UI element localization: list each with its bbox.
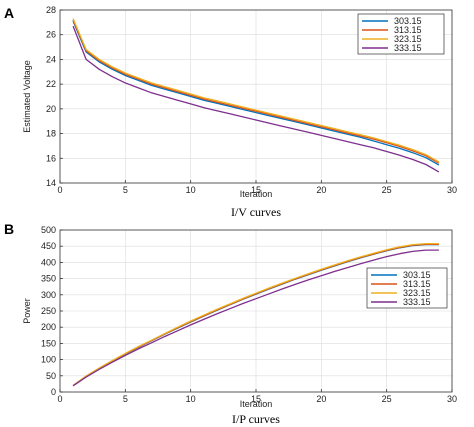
panel-b-x-tick-label: 20 — [316, 394, 326, 404]
panel-b-x-tick-label: 0 — [57, 394, 62, 404]
panel-a-x-tick-label: 25 — [382, 185, 392, 195]
panel-a-series-line-303-15 — [72, 20, 440, 166]
panel-b-legend-label-313-15: 313.15 — [403, 279, 431, 289]
panel-b-series-line-333-15 — [72, 249, 439, 387]
panel-a-x-tick-label: 10 — [186, 185, 196, 195]
panel-b-series — [72, 242, 439, 387]
panel-b-ticks: 0 5 10 15 20 25 300501001502002503003504004505… — [41, 225, 457, 404]
panel-a-x-tick-label: 15 — [251, 185, 261, 195]
panel-a-x-axis-label: Iteration — [240, 189, 273, 199]
panel-a-y-tick-label: 22 — [46, 79, 56, 89]
panel-b-y-tick-label: 350 — [41, 274, 56, 284]
panel-b-x-tick-label: 10 — [186, 394, 196, 404]
panel-a-y-tick-label: 14 — [46, 178, 56, 188]
panel-a-series-line-333-15 — [72, 25, 440, 173]
panel-b-gridlines — [59, 229, 453, 393]
panel-b-legend-label-303-15: 303.15 — [403, 270, 431, 280]
panel-a-x-tick-label: 30 — [447, 185, 457, 195]
panel-a-legend-label-323-15: 323.15 — [394, 34, 422, 44]
panel-a-legend-label-303-15: 303.15 — [394, 16, 422, 26]
panel-b-letter: B — [4, 221, 14, 237]
panel-a-y-tick-label: 18 — [46, 129, 56, 139]
chart-panel-b: B 0 5 10 15 20 25 3005010015020025030035040045… — [4, 221, 457, 426]
panel-b-y-tick-label: 250 — [41, 306, 56, 316]
panel-a-y-tick-label: 16 — [46, 153, 56, 163]
panel-a-y-tick-label: 28 — [46, 5, 56, 15]
panel-b-series-line-323-15 — [72, 242, 439, 387]
panel-b-y-tick-label: 400 — [41, 257, 56, 267]
panel-a-y-tick-label: 20 — [46, 104, 56, 114]
panel-b-x-tick-label: 30 — [447, 394, 457, 404]
panel-b-x-tick-label: 15 — [251, 394, 261, 404]
panel-a-letter: A — [4, 5, 14, 21]
panel-a-legend-label-313-15: 313.15 — [394, 25, 422, 35]
panel-b-y-tick-label: 450 — [41, 241, 56, 251]
panel-a-series-line-323-15 — [72, 18, 440, 163]
panel-b-x-tick-label: 25 — [382, 394, 392, 404]
panel-b-y-tick-label: 50 — [46, 371, 56, 381]
panel-b-legend-label-323-15: 323.15 — [403, 288, 431, 298]
panel-b-y-tick-label: 0 — [51, 387, 56, 397]
panel-a-series-line-313-15 — [72, 19, 440, 164]
panel-a-x-tick-label: 20 — [316, 185, 326, 195]
panel-a-y-axis-label: Estimated Voltage — [22, 60, 32, 133]
panel-a-x-tick-label: 5 — [123, 185, 128, 195]
panel-a-y-tick-label: 24 — [46, 54, 56, 64]
panel-b-y-tick-label: 300 — [41, 290, 56, 300]
panel-a-y-tick-label: 26 — [46, 30, 56, 40]
panel-b-y-tick-label: 100 — [41, 355, 56, 365]
panel-b-x-tick-label: 5 — [123, 394, 128, 404]
panel-a-legend-label-333-15: 333.15 — [394, 43, 422, 53]
panel-b-y-tick-label: 200 — [41, 322, 56, 332]
panel-b-y-tick-label: 500 — [41, 225, 56, 235]
panel-a-x-tick-label: 0 — [57, 185, 62, 195]
panel-b-x-axis-label: Iteration — [240, 399, 273, 409]
panel-a-caption: I/V curves — [231, 205, 281, 219]
panel-b-caption: I/P curves — [232, 412, 280, 426]
panel-b-legend-label-333-15: 333.15 — [403, 297, 431, 307]
chart-panel-a: A 0 5 10 15 20 25 30 14 16 18 20 22 24 26 28 Iteration… — [4, 5, 457, 219]
panel-a-ticks: 0 5 10 15 20 25 30 14 16 18 20 22 24 26 28 — [46, 5, 457, 195]
panel-b-y-tick-label: 150 — [41, 338, 56, 348]
panel-b-y-axis-label: Power — [22, 298, 32, 324]
panel-a-series — [72, 18, 440, 173]
